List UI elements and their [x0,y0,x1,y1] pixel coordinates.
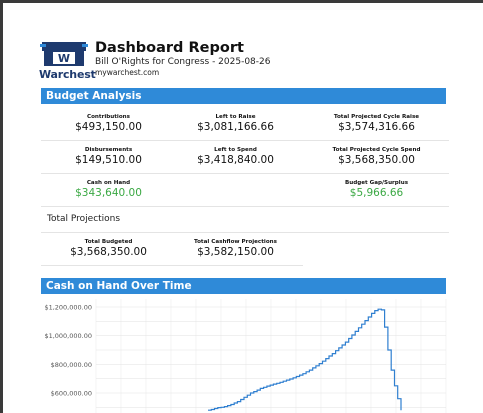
metric-value: $3,574,316.66 [338,121,415,133]
report-title: Dashboard Report [95,40,244,56]
report-page: W Warchest Dashboard Report Bill O'Right… [3,3,483,413]
metric-value: $149,510.00 [75,154,142,166]
metric-value: $3,568,350.00 [70,246,147,258]
metric-disbursements: Disbursements $149,510.00 [41,147,176,166]
budget-analysis-bar: Budget Analysis [41,88,446,104]
y-tick-label: $1,200,000.00 [44,304,92,312]
logo-wordmark: Warchest [39,68,96,81]
metric-label: Total Projected Cycle Raise [333,114,420,120]
metric-contributions: Contributions $493,150.00 [41,114,176,133]
metric-value: $3,582,150.00 [197,246,274,258]
y-tick-label: $800,000.00 [51,361,92,369]
metric-label: Total Budgeted [84,239,133,245]
row-divider [41,232,449,233]
row-divider [41,140,449,141]
metric-value: $3,081,166.66 [197,121,274,133]
metric-value: $3,568,350.00 [338,154,415,166]
metric-cash-on-hand: Cash on Hand $343,640.00 [41,180,176,199]
metric-label: Left to Spend [214,147,257,153]
chart-title-bar: Cash on Hand Over Time [41,278,446,294]
metric-total-cashflow: Total Cashflow Projections $3,582,150.00 [168,239,303,258]
row-divider [41,173,449,174]
metric-label: Total Projected Cycle Spend [332,147,421,153]
row-divider [41,265,303,266]
metric-label: Disbursements [84,147,133,153]
metric-value: $5,966.66 [349,187,404,199]
metric-label: Total Cashflow Projections [194,239,277,245]
warchest-logo: W [40,42,88,66]
cash-on-hand-line [208,308,402,411]
metric-label: Contributions [86,114,130,120]
metric-left-to-spend: Left to Spend $3,418,840.00 [168,147,303,166]
row-divider [41,206,449,207]
metric-value: $3,418,840.00 [197,154,274,166]
metric-left-to-raise: Left to Raise $3,081,166.66 [168,114,303,133]
metric-total-projected-spend: Total Projected Cycle Spend $3,568,350.0… [309,147,444,166]
metric-label: Budget Gap/Surplus [344,180,409,186]
metric-total-budgeted: Total Budgeted $3,568,350.00 [41,239,176,258]
report-header: W Warchest Dashboard Report Bill O'Right… [3,3,483,87]
metric-total-projected-raise: Total Projected Cycle Raise $3,574,316.6… [309,114,444,133]
metric-value: $343,640.00 [75,187,142,199]
metric-label: Cash on Hand [86,180,131,186]
total-projections-title: Total Projections [47,214,121,224]
site-url: mywarchest.com [95,68,160,77]
report-subtitle: Bill O'Rights for Congress - 2025-08-26 [95,57,271,67]
metric-label: Left to Raise [215,114,256,120]
metric-budget-gap: Budget Gap/Surplus $5,966.66 [309,180,444,199]
y-tick-label: $1,000,000.00 [44,332,92,340]
metric-value: $493,150.00 [75,121,142,133]
svg-text:W: W [58,52,70,65]
cash-on-hand-chart: $1,200,000.00 $1,000,000.00 $800,000.00 $60… [44,299,447,413]
y-tick-label: $600,000.00 [51,390,92,398]
